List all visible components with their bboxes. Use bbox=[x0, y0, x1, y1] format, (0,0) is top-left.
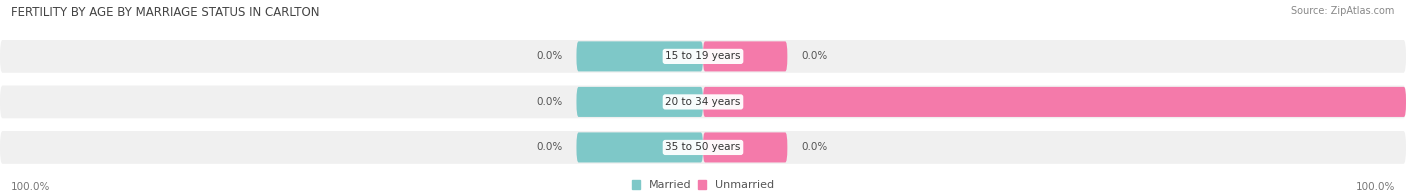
Text: 35 to 50 years: 35 to 50 years bbox=[665, 142, 741, 152]
FancyBboxPatch shape bbox=[0, 40, 1406, 73]
FancyBboxPatch shape bbox=[703, 87, 1406, 117]
Text: 100.0%: 100.0% bbox=[11, 182, 51, 192]
FancyBboxPatch shape bbox=[0, 85, 1406, 118]
Text: 0.0%: 0.0% bbox=[536, 51, 562, 61]
FancyBboxPatch shape bbox=[703, 41, 787, 71]
Legend: Married, Unmarried: Married, Unmarried bbox=[631, 180, 775, 191]
Text: 0.0%: 0.0% bbox=[536, 142, 562, 152]
FancyBboxPatch shape bbox=[0, 131, 1406, 164]
FancyBboxPatch shape bbox=[576, 87, 703, 117]
Text: Source: ZipAtlas.com: Source: ZipAtlas.com bbox=[1291, 6, 1395, 16]
Text: 100.0%: 100.0% bbox=[1355, 182, 1395, 192]
Text: 20 to 34 years: 20 to 34 years bbox=[665, 97, 741, 107]
Text: 0.0%: 0.0% bbox=[536, 97, 562, 107]
FancyBboxPatch shape bbox=[576, 132, 703, 162]
Text: 0.0%: 0.0% bbox=[801, 51, 828, 61]
Text: FERTILITY BY AGE BY MARRIAGE STATUS IN CARLTON: FERTILITY BY AGE BY MARRIAGE STATUS IN C… bbox=[11, 6, 319, 19]
FancyBboxPatch shape bbox=[703, 132, 787, 162]
Text: 0.0%: 0.0% bbox=[801, 142, 828, 152]
Text: 15 to 19 years: 15 to 19 years bbox=[665, 51, 741, 61]
FancyBboxPatch shape bbox=[576, 41, 703, 71]
